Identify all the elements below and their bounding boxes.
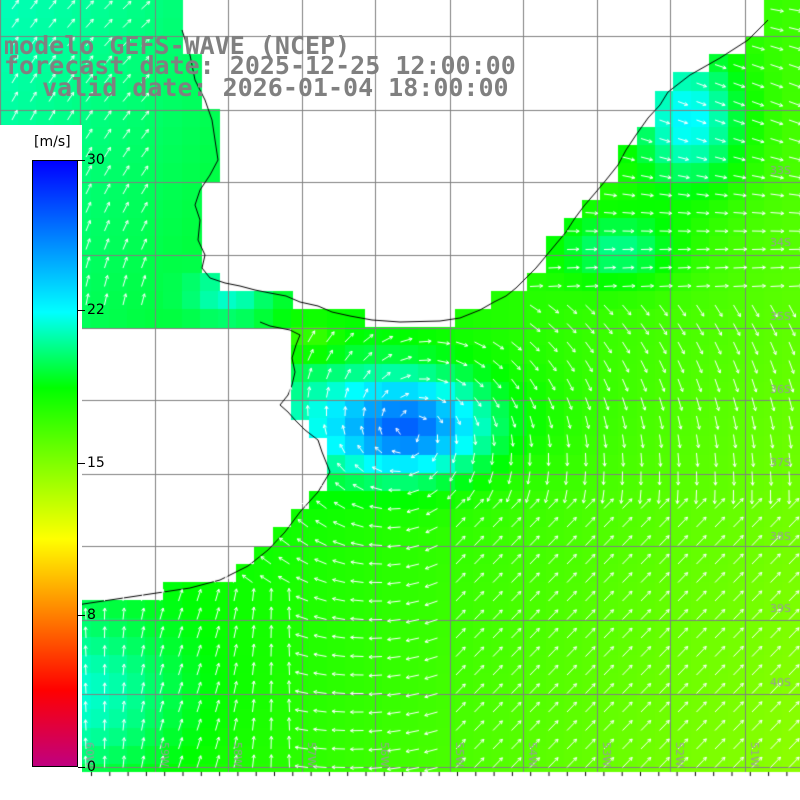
valid-date-title: valid date: 2026-01-04 18:00:00 — [42, 73, 509, 102]
colorbar-tick-mark — [78, 310, 85, 311]
colorbar-tick-label: 8 — [87, 607, 96, 623]
colorbar-gradient — [32, 160, 78, 767]
colorbar-tick-mark — [78, 463, 85, 464]
colorbar-tick-label: 0 — [87, 759, 96, 775]
model-title: modelo GEFS-WAVE (NCEP) — [4, 31, 351, 60]
colorbar-tick-mark — [78, 767, 85, 768]
colorbar-tick-mark — [78, 160, 85, 161]
colorbar-unit-label: [m/s] — [34, 134, 71, 150]
colorbar-tick-label: 15 — [87, 455, 105, 471]
forecast-date-title: forecast date: 2025-12-25 12:00:00 — [4, 51, 516, 80]
colorbar-tick-label: 22 — [87, 302, 105, 318]
colorbar-tick-label: 30 — [87, 152, 105, 168]
colorbar-tick-mark — [78, 615, 85, 616]
